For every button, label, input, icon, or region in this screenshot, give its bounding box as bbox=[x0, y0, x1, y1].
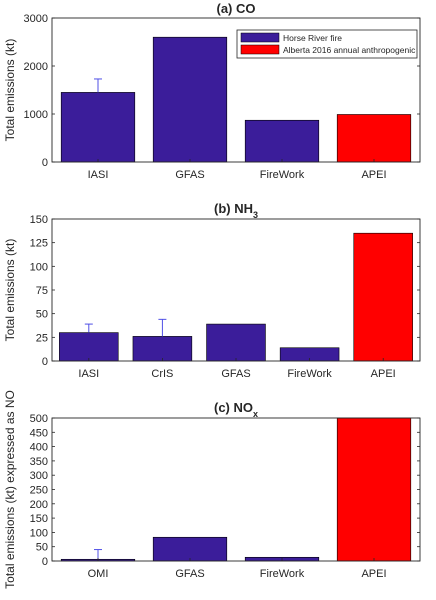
y-tick-label: 0 bbox=[42, 556, 48, 568]
x-tick-label: FireWork bbox=[260, 169, 305, 181]
y-tick-label: 0 bbox=[42, 356, 48, 368]
y-axis-label: Total emissions (kt) expressed as NO bbox=[3, 390, 17, 589]
y-tick-label: 250 bbox=[30, 485, 48, 497]
x-tick-label: APEI bbox=[361, 169, 386, 181]
panel-1: IASI GFAS FireWork APEI 0 1000 2000 3000 Total e… bbox=[3, 1, 421, 181]
y-tick-label: 50 bbox=[36, 309, 48, 321]
y-tick-label: 75 bbox=[36, 285, 48, 297]
bar-cris bbox=[132, 336, 193, 362]
y-tick-label: 50 bbox=[36, 542, 48, 554]
legend-swatch bbox=[240, 44, 280, 55]
panel-title: (a) CO bbox=[217, 1, 256, 16]
x-tick-label: OMI bbox=[88, 568, 109, 580]
y-tick-label: 200 bbox=[30, 499, 48, 511]
y-tick-label: 450 bbox=[30, 427, 48, 439]
x-tick-label: IASI bbox=[88, 169, 109, 181]
x-tick-label: GFAS bbox=[175, 169, 204, 181]
panel-title-main: (c) NO bbox=[214, 400, 253, 415]
bar-iasi bbox=[59, 332, 119, 362]
bar-apei bbox=[336, 114, 412, 163]
x-tick-label: FireWork bbox=[287, 368, 332, 380]
y-tick-label: 0 bbox=[42, 157, 48, 169]
panel-title-subscript: x bbox=[253, 409, 258, 419]
y-tick-label: 100 bbox=[30, 261, 48, 273]
x-tick-label: CrIS bbox=[151, 368, 173, 380]
x-tick-label: FireWork bbox=[260, 568, 305, 580]
legend-label: Alberta 2016 annual anthropogenic bbox=[283, 45, 416, 55]
axes-box bbox=[51, 17, 421, 163]
panel-title: (c) NOx bbox=[214, 400, 258, 419]
y-tick-label: 300 bbox=[30, 470, 48, 482]
legend: Horse River fire Alberta 2016 annual anth… bbox=[236, 29, 418, 59]
y-tick-label: 2000 bbox=[24, 61, 48, 73]
panel-title: (b) NH3 bbox=[214, 201, 258, 220]
bar-gfas bbox=[206, 323, 266, 362]
y-tick-label: 125 bbox=[30, 238, 48, 250]
bar-apei bbox=[353, 232, 413, 362]
x-tick-label: APEI bbox=[361, 568, 386, 580]
bar-iasi bbox=[60, 92, 136, 163]
panel-2: IASI CrIS GFAS FireWork APEI 0 25 50 75 100 125 150… bbox=[3, 201, 421, 380]
y-tick-label: 400 bbox=[30, 442, 48, 454]
legend-swatch bbox=[240, 32, 280, 43]
bar-gfas bbox=[152, 536, 228, 562]
panel-3: OMI GFAS FireWork APEI 0 50 100 150 200 250 300 350… bbox=[3, 390, 421, 589]
y-tick-label: 350 bbox=[30, 456, 48, 468]
x-tick-label: IASI bbox=[78, 368, 99, 380]
x-tick-label: APEI bbox=[371, 368, 396, 380]
bar-firework bbox=[244, 119, 320, 163]
y-tick-label: 150 bbox=[30, 513, 48, 525]
y-tick-label: 25 bbox=[36, 332, 48, 344]
bar-gfas bbox=[152, 36, 228, 163]
y-axis-label: Total emissions (kt) bbox=[3, 39, 17, 142]
panel-title-main: (b) NH bbox=[214, 201, 253, 216]
panel-title-subscript: 3 bbox=[253, 210, 258, 220]
y-tick-label: 1000 bbox=[24, 109, 48, 121]
x-tick-label: GFAS bbox=[221, 368, 250, 380]
y-axis-label: Total emissions (kt) bbox=[3, 239, 17, 342]
panel-title-main: (a) CO bbox=[217, 1, 256, 16]
y-tick-label: 100 bbox=[30, 527, 48, 539]
x-tick-label: GFAS bbox=[175, 568, 204, 580]
bar-apei bbox=[336, 417, 412, 562]
legend-label: Horse River fire bbox=[283, 33, 342, 43]
y-tick-label: 3000 bbox=[24, 13, 48, 25]
y-tick-label: 150 bbox=[30, 214, 48, 226]
y-tick-label: 500 bbox=[30, 413, 48, 425]
